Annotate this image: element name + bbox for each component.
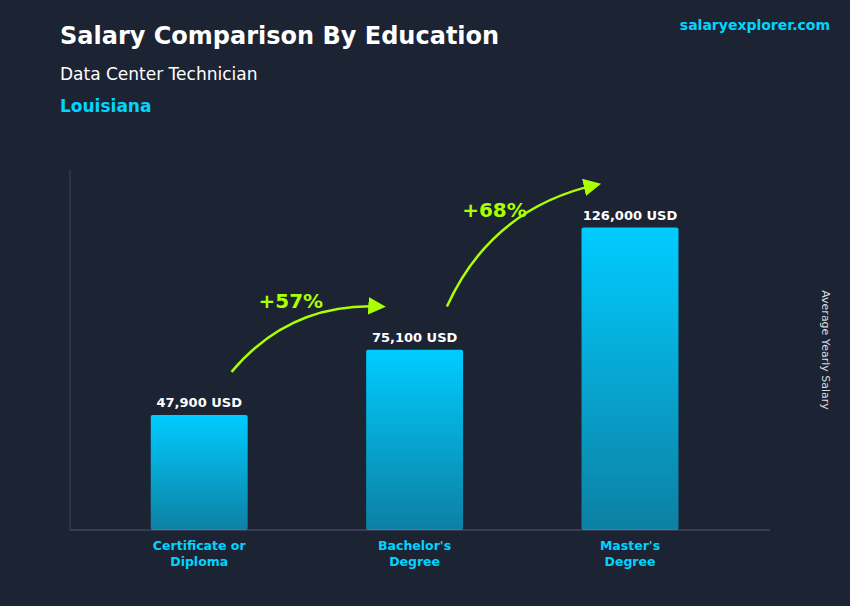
bars [151,228,679,530]
chart-svg: Salary Comparison By Education Data Cente… [0,0,850,606]
data-label: 75,100 USD [372,330,458,345]
y-axis-label: Average Yearly Salary [819,290,832,410]
location: Louisiana [60,96,151,116]
background [0,0,850,606]
title: Salary Comparison By Education [60,22,499,50]
bar [366,350,463,530]
growth-label: +68% [462,198,527,222]
chart-root: Salary Comparison By Education Data Cente… [0,0,850,606]
growth-arrow [447,184,598,306]
data-label: 47,900 USD [157,395,243,410]
subtitle: Data Center Technician [60,64,257,84]
category-label: Bachelor'sDegree [378,538,451,569]
category-label: Certificate orDiploma [153,538,247,569]
growth-arrow [232,306,383,372]
category-label: Master'sDegree [600,538,660,569]
bar [582,228,679,530]
y-axis-line [70,170,71,530]
bar [151,415,248,530]
growth-label: +57% [258,289,323,313]
data-label: 126,000 USD [583,208,678,223]
source: salaryexplorer.com [680,17,830,33]
